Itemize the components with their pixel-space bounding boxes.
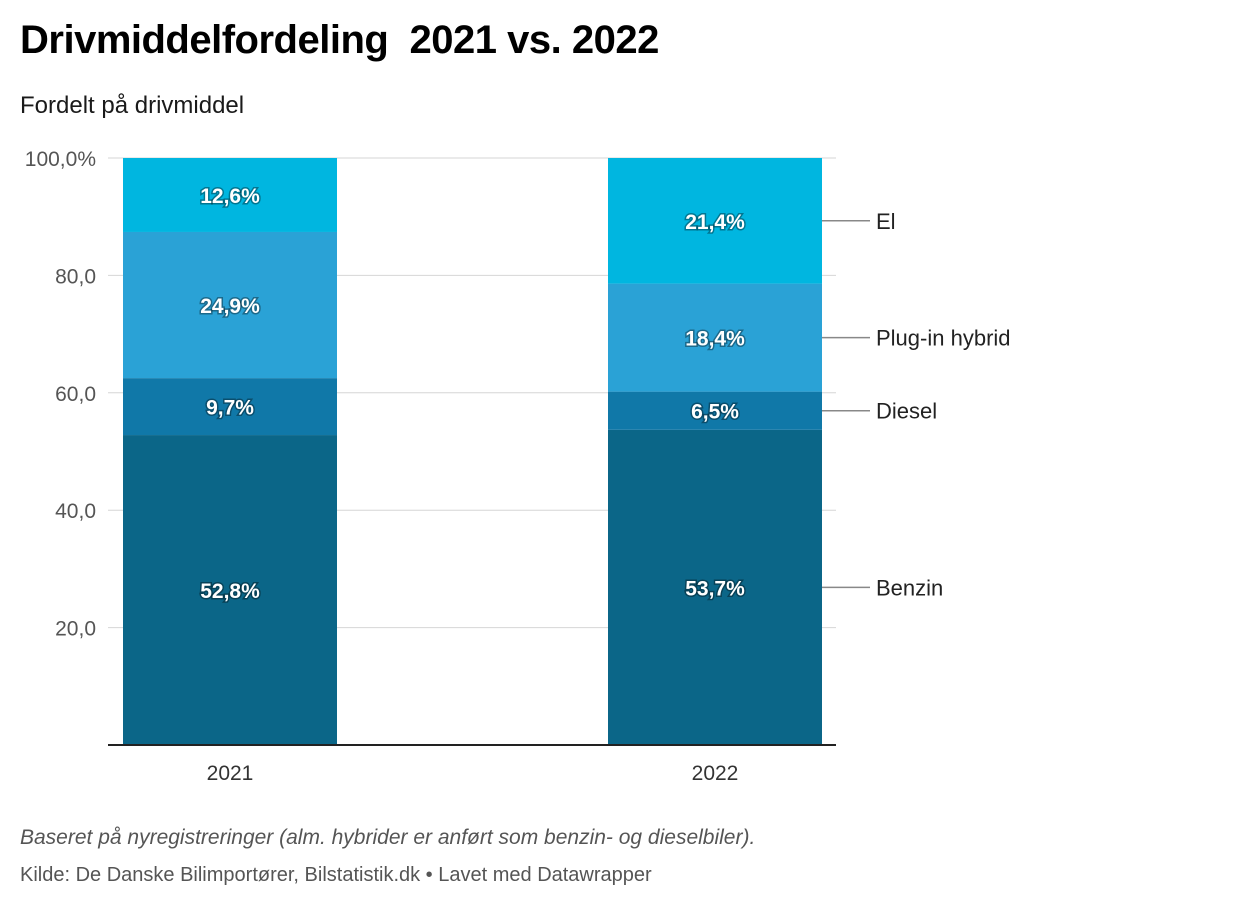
legend-label: Diesel [876, 399, 937, 424]
chart-subtitle: Fordelt på drivmiddel [20, 92, 245, 119]
y-tick-label: 100,0% [25, 148, 96, 171]
legend-label: El [876, 209, 896, 234]
stacked-bar-chart: 20,0 40,0 60,0 80,0 100,0% 52,8% 9,7% 24,9% 12,6… [25, 148, 1011, 785]
y-tick-label: 40,0 [55, 500, 96, 523]
data-label: 12,6% [200, 185, 260, 208]
data-label: 9,7% [206, 397, 254, 420]
chart-title: Drivmiddelfordeling 2021 vs. 2022 [20, 18, 659, 62]
legend-label: Plug-in hybrid [876, 326, 1011, 351]
bar-segment [123, 435, 337, 745]
data-label: 18,4% [685, 328, 745, 351]
bar-segment [608, 429, 822, 745]
bar-segment [608, 158, 822, 284]
data-label: 52,8% [200, 580, 260, 603]
y-tick-label: 60,0 [55, 383, 96, 406]
chart-source: Kilde: De Danske Bilimportører, Bilstati… [20, 864, 652, 886]
legend-label: Benzin [876, 575, 943, 600]
bar-segment [608, 283, 822, 392]
data-label: 6,5% [691, 401, 739, 424]
data-label: 53,7% [685, 577, 745, 600]
x-tick-label: 2021 [207, 762, 254, 785]
bar-segment [608, 391, 822, 430]
bar-segment [123, 231, 337, 379]
x-tick-label: 2022 [692, 762, 739, 785]
data-label: 21,4% [685, 211, 745, 234]
bar-segment [123, 378, 337, 436]
y-tick-label: 20,0 [55, 618, 96, 641]
bar-segment [123, 158, 337, 232]
chart-notes: Baseret på nyregistreringer (alm. hybrid… [20, 826, 756, 849]
y-tick-label: 80,0 [55, 265, 96, 288]
data-label: 24,9% [200, 295, 260, 318]
